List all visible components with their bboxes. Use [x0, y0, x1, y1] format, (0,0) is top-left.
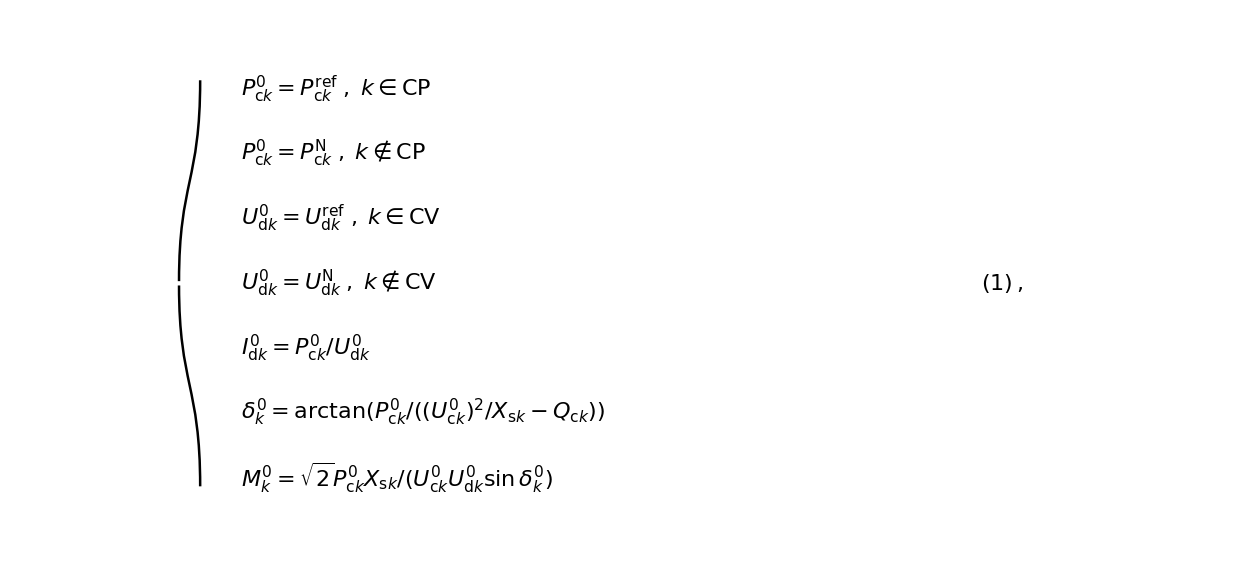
Text: $M_{k}^{0}=\sqrt{2}P_{\mathrm{c}k}^{0}X_{\mathrm{s}k}/(U_{\mathrm{c}k}^{0}U_{\ma: $M_{k}^{0}=\sqrt{2}P_{\mathrm{c}k}^{0}X_…: [242, 461, 553, 495]
Text: $U_{\mathrm{d}k}^{0}=U_{\mathrm{d}k}^{\mathrm{N}}\;,\;k\notin\mathrm{CV}$: $U_{\mathrm{d}k}^{0}=U_{\mathrm{d}k}^{\m…: [242, 268, 438, 299]
Text: $(1)\,,$: $(1)\,,$: [982, 272, 1023, 295]
Text: $P_{\mathrm{c}k}^{0}=P_{\mathrm{c}k}^{\mathrm{ref}}\;,\;k\in\mathrm{CP}$: $P_{\mathrm{c}k}^{0}=P_{\mathrm{c}k}^{\m…: [242, 73, 432, 104]
Text: $U_{\mathrm{d}k}^{0}=U_{\mathrm{d}k}^{\mathrm{ref}}\;,\;k\in\mathrm{CV}$: $U_{\mathrm{d}k}^{0}=U_{\mathrm{d}k}^{\m…: [242, 203, 441, 234]
Text: $I_{\mathrm{d}k}^{0}=P_{\mathrm{c}k}^{0}/U_{\mathrm{d}k}^{0}$: $I_{\mathrm{d}k}^{0}=P_{\mathrm{c}k}^{0}…: [242, 333, 372, 364]
Text: $P_{\mathrm{c}k}^{0}=P_{\mathrm{c}k}^{\mathrm{N}}\;,\;k\notin\mathrm{CP}$: $P_{\mathrm{c}k}^{0}=P_{\mathrm{c}k}^{\m…: [242, 138, 427, 169]
Text: $\delta_{k}^{0}=\arctan(P_{\mathrm{c}k}^{0}/((U_{\mathrm{c}k}^{0})^{2}/X_{\mathr: $\delta_{k}^{0}=\arctan(P_{\mathrm{c}k}^…: [242, 397, 606, 429]
